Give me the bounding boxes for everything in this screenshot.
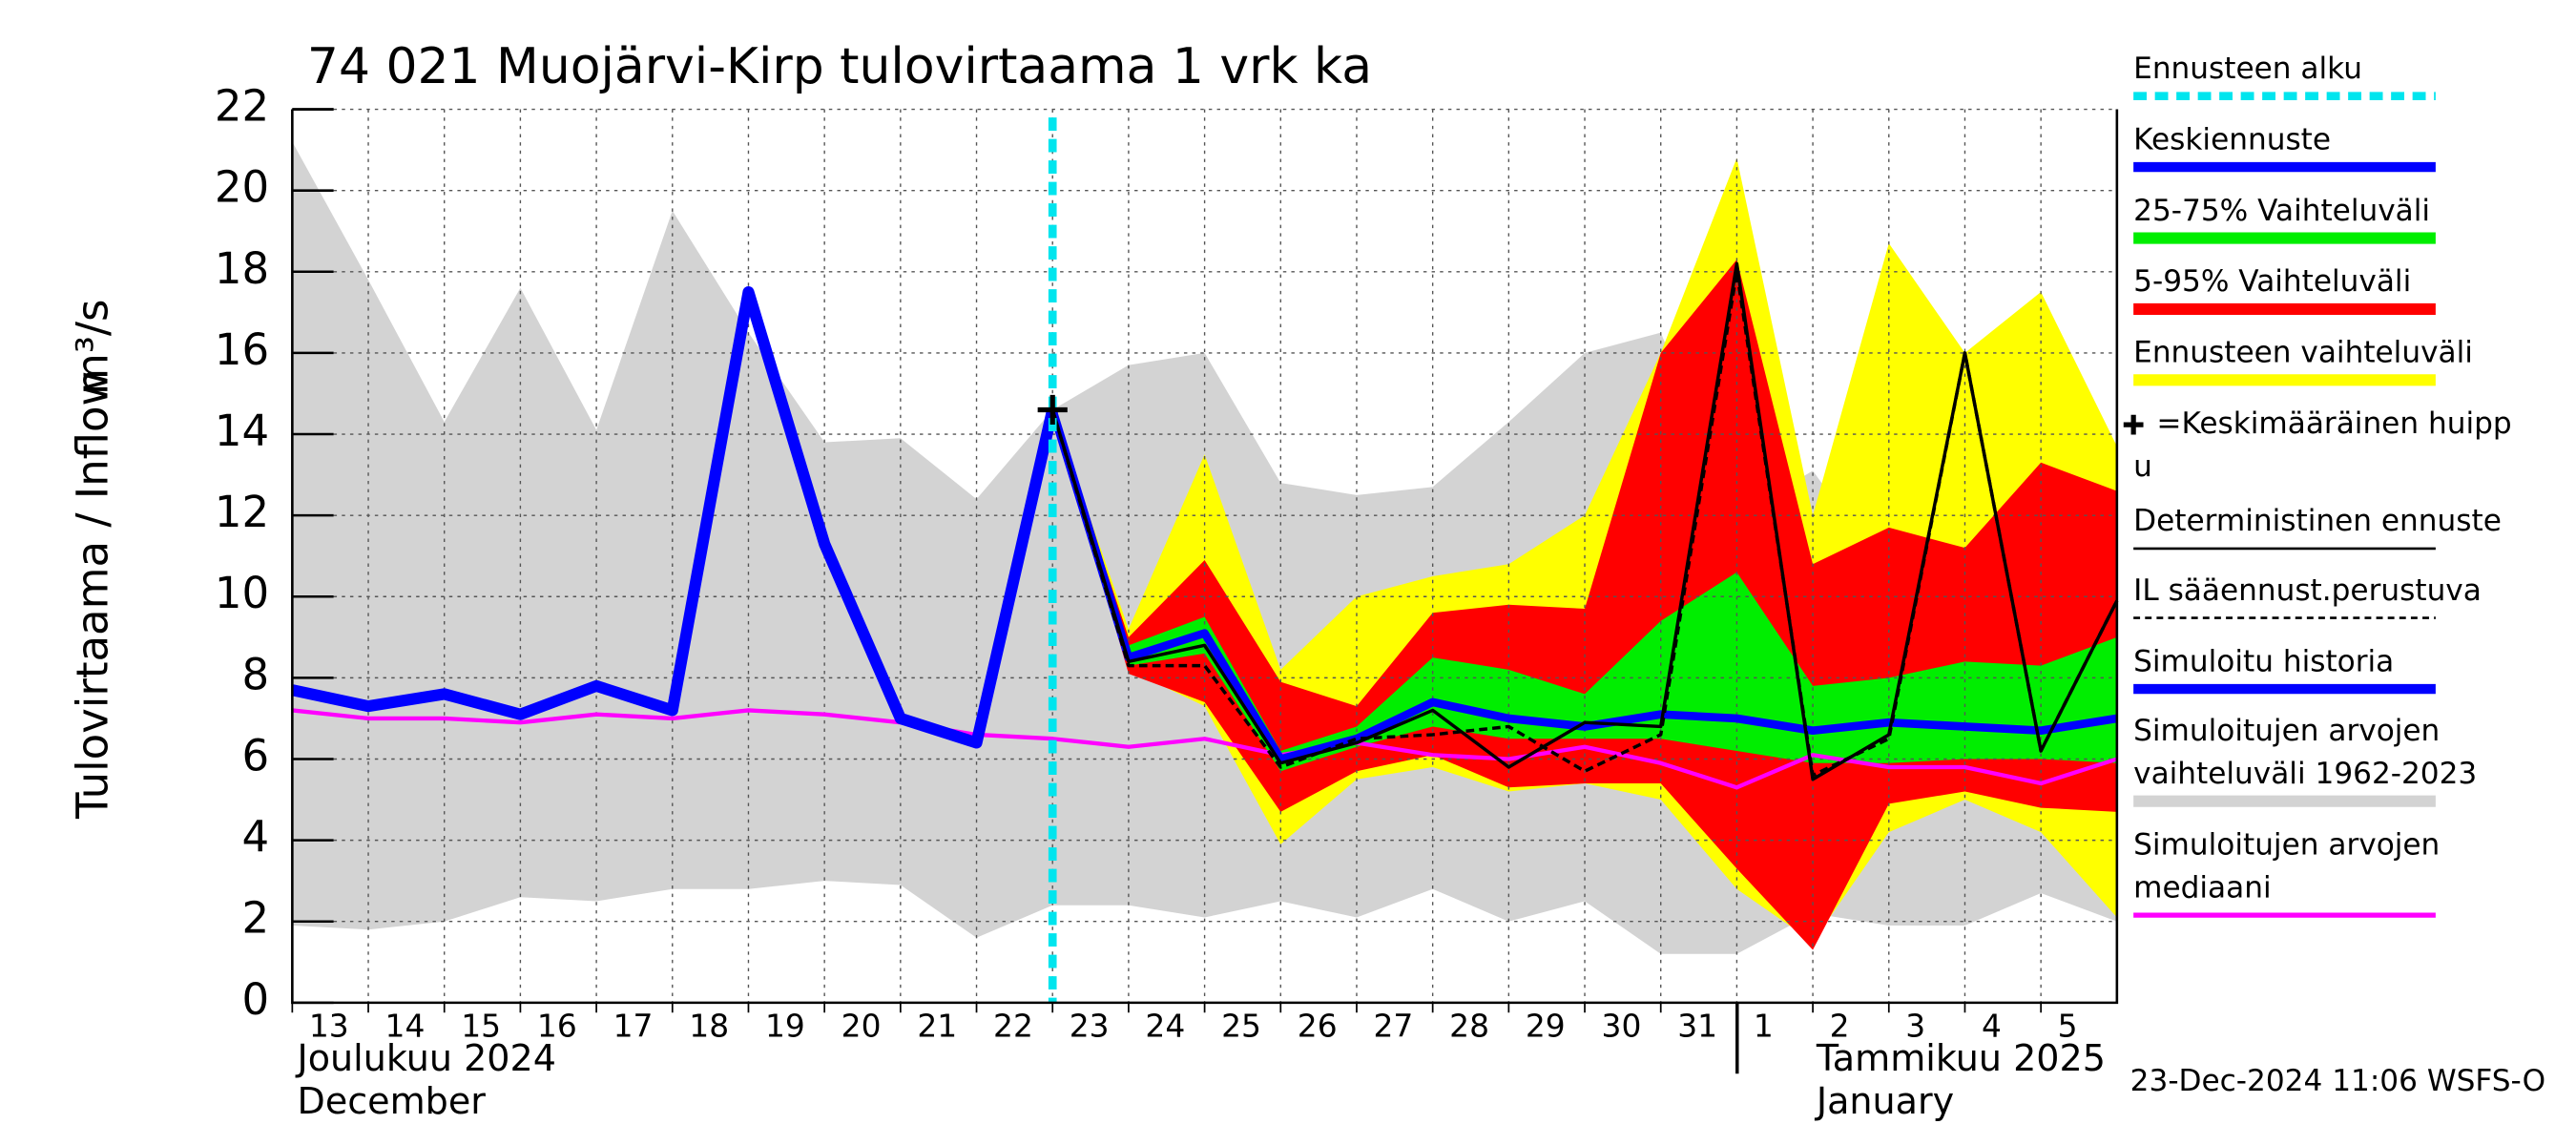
legend-label: 5-95% Vaihteluväli [2133, 264, 2411, 299]
x-tick-label: 31 [1677, 1007, 1717, 1044]
legend-label: Simuloitu historia [2133, 644, 2394, 678]
legend-label: Simuloitujen arvojen [2133, 827, 2440, 862]
legend-label: Ennusteen alku [2133, 52, 2362, 86]
x-tick-label: 14 [385, 1007, 426, 1044]
legend-label: Keskiennuste [2133, 122, 2331, 156]
y-tick-label: 18 [215, 243, 269, 294]
x-tick-label: 26 [1298, 1007, 1338, 1044]
y-tick-label: 4 [241, 812, 269, 863]
chart-title: 74 021 Muojärvi-Kirp tulovirtaama 1 vrk … [307, 38, 1372, 95]
x-tick-label: 1 [1754, 1007, 1774, 1044]
axis-frame [291, 109, 2119, 1005]
x-tick-label: 21 [917, 1007, 957, 1044]
month-label: Tammikuu 2025 [1816, 1037, 2106, 1079]
y-tick-label: 12 [215, 487, 269, 537]
y-tick-label: 10 [215, 568, 269, 618]
x-tick-label: 5 [2058, 1007, 2078, 1044]
peak-marker [1037, 394, 1068, 426]
x-tick-label: 4 [1982, 1007, 2002, 1044]
y-axis-label: Tulovirtaama / Inflow [67, 371, 117, 820]
footer: 23-Dec-2024 11:06 WSFS-O [2130, 1064, 2545, 1098]
legend: Ennusteen alku Keskiennuste 25-75% Vaihtel… [2123, 52, 2512, 918]
legend-label: vaihteluväli 1962-2023 [2133, 757, 2477, 791]
x-tick-label: 2 [1830, 1007, 1850, 1044]
line [1050, 261, 2119, 781]
y-tick-label: 16 [215, 324, 269, 375]
y-tick-label: 14 [215, 406, 269, 456]
x-tick-label: 19 [765, 1007, 805, 1044]
y-axis-unit: m³/s [67, 300, 117, 395]
y-tick-label: 20 [215, 162, 269, 213]
x-tick-label: 28 [1449, 1007, 1489, 1044]
line [292, 708, 2118, 790]
x-tick-label: 30 [1602, 1007, 1642, 1044]
band [1052, 409, 2117, 772]
x-tick-label: 27 [1374, 1007, 1414, 1044]
x-tick-label: 20 [841, 1007, 882, 1044]
legend-label: Simuloitujen arvojen [2133, 714, 2440, 748]
x-tick-label: 15 [461, 1007, 501, 1044]
x-tick-label: 13 [309, 1007, 349, 1044]
x-tick-label: 18 [689, 1007, 729, 1044]
x-tick-label: 22 [993, 1007, 1033, 1044]
x-tick-label: 17 [613, 1007, 654, 1044]
legend-label: =Keskimääräinen huipp [2156, 406, 2511, 441]
line [1050, 270, 2119, 778]
legend-label: Deterministinen ennuste [2133, 504, 2502, 538]
x-tick-label: 24 [1145, 1007, 1185, 1044]
y-tick-label: 8 [241, 649, 269, 699]
plot-area [291, 108, 2119, 1004]
x-tick-label: 16 [537, 1007, 577, 1044]
legend-label: u [2133, 449, 2152, 484]
legend-label: IL sääennust.perustuva [2133, 573, 2482, 608]
line [291, 285, 1059, 749]
y-tick-label: 6 [241, 730, 269, 781]
y-tick-label: 2 [241, 893, 269, 944]
x-tick-label: 29 [1526, 1007, 1566, 1044]
y-tick-label: 22 [215, 81, 269, 132]
x-tick-label: 25 [1221, 1007, 1261, 1044]
legend-marker [2123, 414, 2144, 435]
y-tick-label: 0 [241, 974, 269, 1025]
band [1052, 259, 2117, 950]
month-label: January [1815, 1080, 1954, 1122]
legend-label: 25-75% Vaihteluväli [2133, 194, 2430, 228]
line [1049, 408, 2118, 763]
x-tick-label: 23 [1070, 1007, 1110, 1044]
month-label: Joulukuu 2024 [296, 1037, 556, 1079]
legend-label: Ennusteen vaihteluväli [2133, 336, 2473, 370]
legend-label: mediaani [2133, 870, 2271, 905]
month-label: December [298, 1080, 487, 1122]
x-tick-label: 3 [1905, 1007, 1925, 1044]
